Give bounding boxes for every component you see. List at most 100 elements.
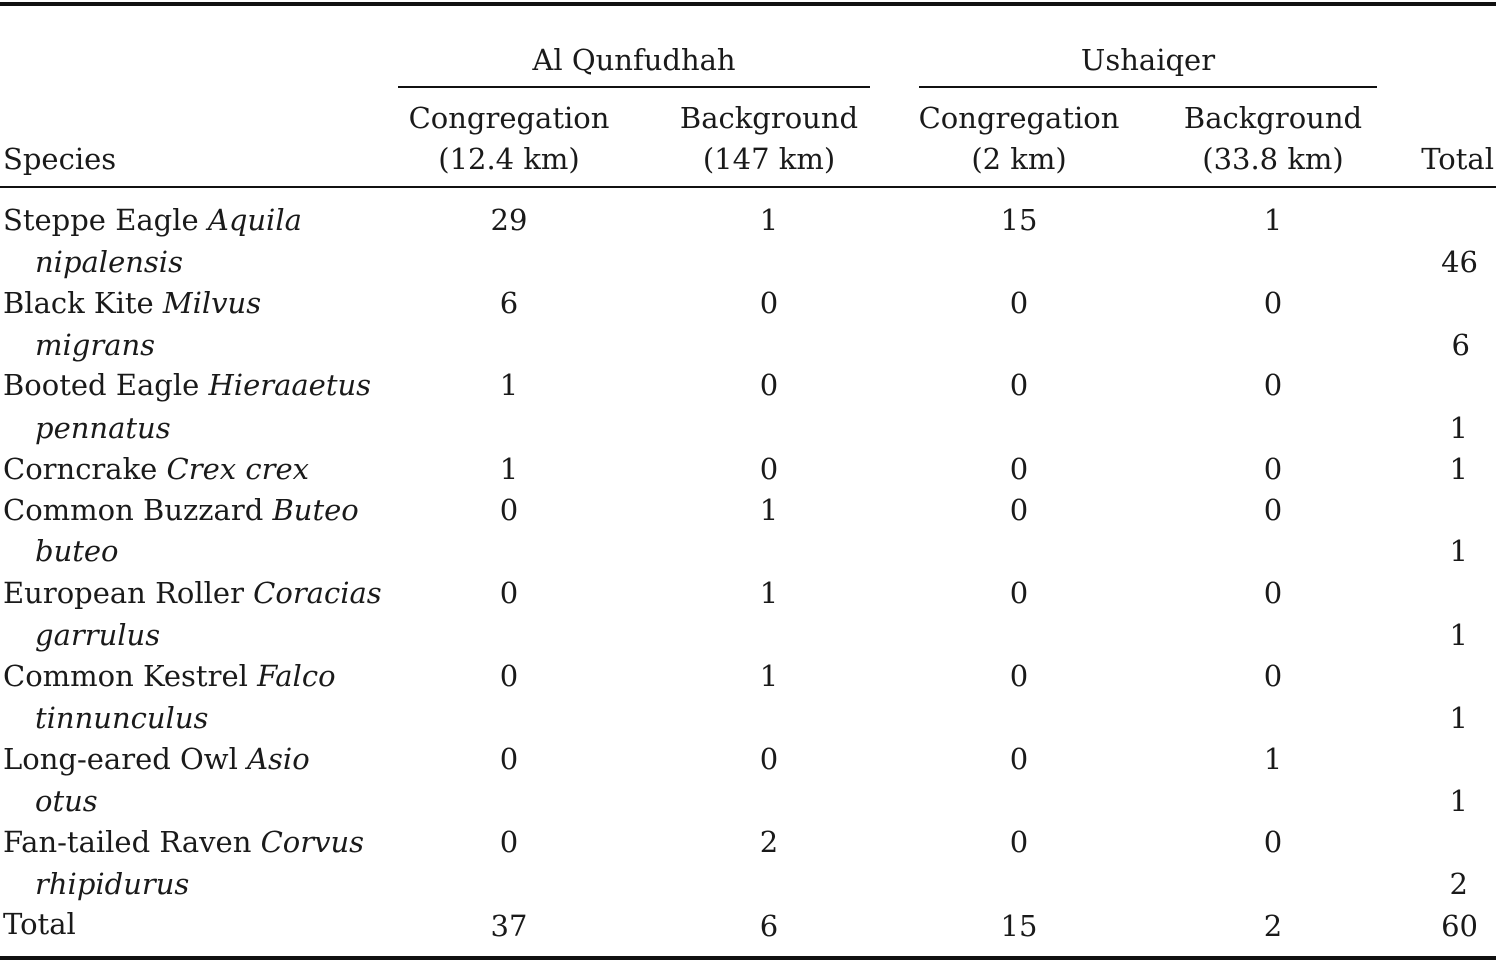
value-cell: 1 — [1263, 742, 1283, 776]
group-header-al-qunfudhah: Al Qunfudhah — [532, 43, 736, 77]
common-name: Black Kite — [3, 286, 154, 320]
value-cell: 1 — [759, 493, 779, 527]
scientific-name: Asio — [247, 742, 310, 776]
col-header-us-congregation: Congregation — [918, 101, 1120, 135]
species-cell: Booted Eagle Hieraaetus — [3, 367, 371, 403]
species-cell: Corncrake Crex crex — [3, 451, 309, 487]
col-header-species: Species — [3, 142, 117, 176]
value-cell: 0 — [1009, 493, 1029, 527]
col-header-total: Total — [1421, 142, 1494, 176]
value-cell: 0 — [1263, 368, 1283, 402]
species-cell: Long-eared Owl Asio — [3, 741, 310, 777]
total-cell: 6 — [1451, 328, 1470, 362]
common-name: Common Buzzard — [3, 493, 264, 527]
value-cell: 0 — [1263, 659, 1283, 693]
top-rule — [0, 2, 1496, 6]
species-cell: Black Kite Milvus — [3, 285, 261, 321]
value-cell: 0 — [499, 742, 519, 776]
value-cell: 0 — [1263, 576, 1283, 610]
common-name: Corncrake — [3, 452, 158, 486]
species-cell: Steppe Eagle Aquila — [3, 202, 302, 238]
common-name: European Roller — [3, 576, 244, 610]
col-header-us-congregation-distance: (2 km) — [971, 142, 1067, 176]
scientific-name: Milvus — [162, 286, 262, 320]
scientific-name-continued: tinnunculus — [35, 701, 209, 735]
common-name: Booted Eagle — [3, 368, 200, 402]
value-cell: 0 — [499, 825, 519, 859]
value-cell: 15 — [1000, 203, 1038, 237]
value-cell: 0 — [499, 493, 519, 527]
col-header-us-background-distance: (33.8 km) — [1202, 142, 1344, 176]
value-cell: 0 — [1009, 576, 1029, 610]
value-cell: 0 — [1263, 452, 1283, 486]
value-cell: 1 — [759, 576, 779, 610]
value-cell: 0 — [1009, 452, 1029, 486]
scientific-name: Coracias — [253, 576, 382, 610]
value-cell: 1 — [1263, 203, 1283, 237]
scientific-name: Aquila — [207, 203, 302, 237]
common-name: Fan-tailed Raven — [3, 825, 252, 859]
scientific-name-continued: pennatus — [35, 411, 171, 445]
totals-value-cell: 37 — [490, 909, 528, 943]
group-rule-ushaiqer — [919, 86, 1377, 88]
scientific-name-continued: otus — [35, 784, 98, 818]
scientific-name: Buteo — [272, 493, 359, 527]
species-cell: European Roller Coracias — [3, 575, 382, 611]
bottom-rule — [0, 956, 1496, 960]
value-cell: 0 — [499, 576, 519, 610]
scientific-name-continued: nipalensis — [35, 245, 183, 279]
col-header-aq-congregation-distance: (12.4 km) — [438, 142, 580, 176]
value-cell: 0 — [759, 742, 779, 776]
col-header-aq-background: Background — [679, 101, 859, 135]
scientific-name-continued: buteo — [35, 534, 119, 568]
value-cell: 0 — [759, 368, 779, 402]
value-cell: 0 — [1009, 659, 1029, 693]
col-header-aq-congregation: Congregation — [408, 101, 610, 135]
group-rule-al-qunfudhah — [398, 86, 870, 88]
totals-value-cell: 15 — [1000, 909, 1038, 943]
common-name: Long-eared Owl — [3, 742, 238, 776]
value-cell: 1 — [759, 659, 779, 693]
group-header-ushaiqer: Ushaiqer — [1080, 43, 1216, 77]
total-cell: 1 — [1449, 534, 1468, 568]
total-cell: 1 — [1449, 452, 1468, 486]
scientific-name: Corvus — [260, 825, 365, 859]
value-cell: 0 — [759, 286, 779, 320]
total-cell: 46 — [1441, 245, 1478, 279]
value-cell: 0 — [1009, 825, 1029, 859]
value-cell: 0 — [1263, 286, 1283, 320]
value-cell: 0 — [1009, 742, 1029, 776]
totals-label: Total — [3, 907, 76, 941]
totals-value-cell: 6 — [759, 909, 779, 943]
total-cell: 1 — [1449, 618, 1468, 652]
value-cell: 1 — [759, 203, 779, 237]
header-rule — [0, 186, 1496, 188]
common-name: Steppe Eagle — [3, 203, 199, 237]
col-header-aq-background-distance: (147 km) — [702, 142, 836, 176]
scientific-name-continued: migrans — [35, 328, 156, 362]
scientific-name: Hieraaetus — [208, 368, 372, 402]
total-cell: 1 — [1449, 411, 1468, 445]
totals-value-cell: 2 — [1263, 909, 1283, 943]
value-cell: 0 — [1263, 493, 1283, 527]
species-cell: Fan-tailed Raven Corvus — [3, 824, 364, 860]
value-cell: 0 — [1009, 368, 1029, 402]
value-cell: 0 — [1263, 825, 1283, 859]
species-cell: Common Buzzard Buteo — [3, 492, 359, 528]
value-cell: 2 — [759, 825, 779, 859]
scientific-name-continued: rhipidurus — [35, 867, 190, 901]
col-header-us-background: Background — [1183, 101, 1363, 135]
scientific-name: Crex crex — [166, 452, 309, 486]
scientific-name: Falco — [257, 659, 336, 693]
value-cell: 29 — [490, 203, 528, 237]
total-cell: 1 — [1449, 784, 1468, 818]
value-cell: 1 — [499, 368, 519, 402]
scientific-name-continued: garrulus — [35, 618, 161, 652]
species-cell: Common Kestrel Falco — [3, 658, 336, 694]
value-cell: 0 — [759, 452, 779, 486]
value-cell: 0 — [1009, 286, 1029, 320]
total-cell: 1 — [1449, 701, 1468, 735]
value-cell: 1 — [499, 452, 519, 486]
grand-total-cell: 60 — [1441, 909, 1478, 943]
common-name: Common Kestrel — [3, 659, 248, 693]
